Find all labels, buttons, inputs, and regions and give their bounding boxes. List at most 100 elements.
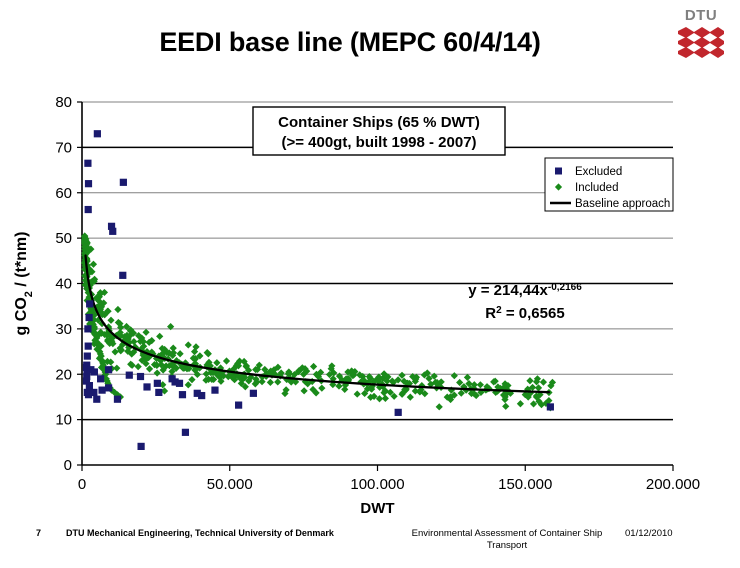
data-point-included [162,362,170,370]
data-point-included [244,366,253,374]
data-point-included [241,383,249,391]
x-tick-label: 100.000 [350,476,404,493]
data-point-excluded [83,372,91,381]
data-point-included [169,344,177,352]
data-point-included [330,369,338,377]
y-tick-label: 30 [55,321,72,338]
data-point-included [274,378,282,386]
data-point-included [251,380,259,388]
data-point-included [81,281,89,289]
data-point-included [184,341,192,349]
data-point-included [126,327,134,335]
data-point-included [433,379,441,387]
data-point-included [169,349,178,357]
y-tick-label: 80 [55,94,72,111]
data-point-included [192,343,200,351]
data-point-included [117,323,125,331]
data-point-included [292,378,300,386]
y-axis-label-sub: 2 [23,291,35,297]
data-point-included [176,350,184,358]
data-point-included [420,371,429,379]
data-point-included [329,375,337,383]
data-point-included [202,370,210,378]
data-point-included [228,373,236,381]
chart-container: 0 10 20 30 40 50 60 70 80 0 50.000 100.000 150.000 20… [0,80,740,515]
data-point-excluded [84,205,92,214]
data-point-included [88,327,96,335]
data-point-included [501,380,509,388]
data-point-included [193,370,201,379]
data-point-included [524,393,532,401]
data-point-excluded [83,352,91,360]
data-point-included [398,371,406,379]
data-point-included [120,333,129,341]
x-tick-label: 0 [78,476,86,493]
y-tick-label: 40 [55,276,72,293]
data-point-included [271,370,279,378]
data-point-included [252,365,260,374]
data-point-excluded [235,401,243,409]
slide-footer: 7 DTU Mechanical Engineering, Technical … [0,524,740,568]
equation-exponent: -0,2166 [548,282,582,293]
data-point-included [127,360,135,368]
page-title: EEDI base line (MEPC 60/4/14) [159,27,541,57]
data-point-included [189,354,197,362]
data-point-included [258,377,266,386]
data-point-included [390,392,398,400]
data-point-included [335,382,343,390]
data-point-excluded [85,381,93,390]
equation-annotation: y = 214,44x-0,2166 R2 = 0,6565 [468,282,582,323]
data-point-included [242,362,250,371]
data-point-included [470,381,478,389]
data-point-included [87,245,95,253]
data-point-included [457,389,465,397]
data-point-included [341,385,349,394]
x-tick-label: 50.000 [207,476,253,493]
data-point-included [128,350,136,358]
data-point-included [477,388,485,396]
data-point-included [301,378,309,386]
data-point-included [412,375,420,383]
data-point-included [202,376,210,384]
dtu-logo-text: DTU [684,7,718,24]
data-point-included [389,378,397,387]
data-point-included [290,370,299,379]
y-axis-label-text: g CO2 / (t*nm) [13,232,35,336]
data-point-included [456,378,464,387]
data-point-included [88,268,96,276]
data-point-excluded [193,389,201,397]
data-point-included [411,387,419,395]
equation-expression: y = 214,44x [468,282,548,299]
data-point-included [430,372,438,380]
data-point-included [92,338,100,346]
data-point-excluded [98,386,106,394]
data-point-included [380,370,388,378]
data-point-included [446,395,455,404]
data-point-included [139,351,147,359]
data-point-included [516,400,525,408]
data-point-included [534,384,543,392]
data-point-excluded [211,386,219,394]
data-point-included [547,382,555,390]
data-point-included [374,377,382,385]
data-point-excluded [171,378,179,386]
y-tick-label: 10 [55,412,72,429]
data-point-included [500,391,508,399]
data-point-included [312,389,320,397]
data-point-included [172,364,180,372]
data-point-included [500,383,508,391]
data-point-excluded [119,178,127,186]
data-point-included [84,244,92,252]
data-point-included [100,288,109,297]
data-point-excluded [181,428,190,436]
data-point-included [494,383,502,391]
data-point-excluded [107,222,116,230]
equation-r-value: = 0,6565 [502,305,565,322]
data-point-included [89,309,97,317]
data-point-excluded [82,363,91,372]
data-point-included [281,389,289,398]
data-point-included [237,379,245,387]
legend-item-included: Included [554,182,618,194]
data-point-included [148,337,156,345]
